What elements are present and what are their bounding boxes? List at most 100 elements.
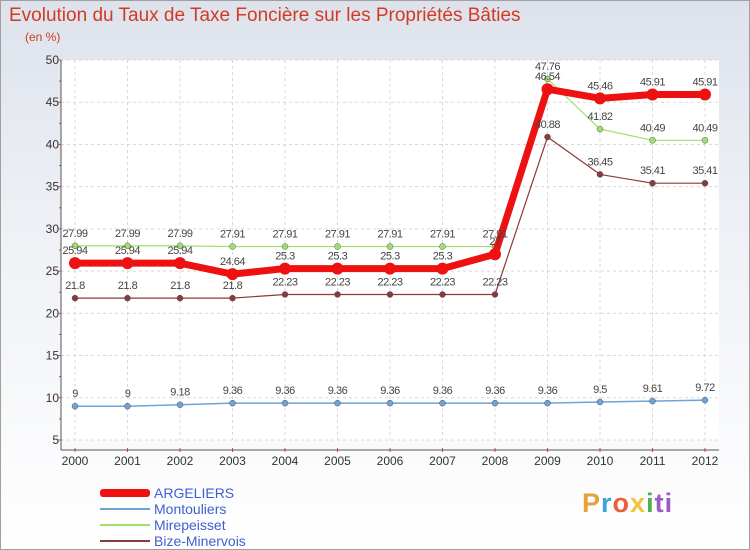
data-label-mirepeisset: 40.49 <box>692 122 717 134</box>
data-point-mirepeisset <box>649 137 656 144</box>
data-point-montouliers <box>229 399 236 407</box>
x-tick-label: 2003 <box>219 454 246 468</box>
legend-swatch-argeliers <box>100 489 150 497</box>
data-labels: 27.99 27.99 27.99 27.91 27.91 27.91 27.91 27.91… <box>62 61 718 400</box>
data-label-montouliers: 9 <box>72 388 78 400</box>
axes: 5 10 15 20 25 30 35 40 45 50 2000 2001 2002 2003 2004 2… <box>46 53 719 468</box>
data-point-bize-minervois <box>176 294 184 302</box>
y-tick-label: 45 <box>46 95 60 109</box>
legend-swatch-mirepeisset <box>100 524 150 526</box>
x-tick-label: 2002 <box>167 454 194 468</box>
data-label-montouliers: 9.72 <box>695 382 715 394</box>
logo-letter: x <box>630 488 647 518</box>
data-point-mirepeisset <box>124 242 131 250</box>
data-label-mirepeisset: 27.91 <box>220 229 245 241</box>
data-point-bize-minervois <box>596 171 604 178</box>
data-point-argeliers <box>489 248 501 261</box>
data-label-argeliers: 27 <box>489 236 501 248</box>
data-label-montouliers: 9.36 <box>433 385 453 397</box>
x-tick-label: 2005 <box>324 454 351 468</box>
data-point-bize-minervois <box>649 179 656 187</box>
y-tick-label: 50 <box>46 53 60 67</box>
data-point-mirepeisset <box>176 242 184 250</box>
x-tick-label: 2000 <box>62 454 89 468</box>
data-label-bize-minervois: 22.23 <box>482 277 507 289</box>
data-point-montouliers <box>176 401 184 408</box>
data-point-montouliers <box>439 399 446 407</box>
data-point-argeliers <box>174 257 186 270</box>
data-label-montouliers: 9.36 <box>485 385 505 397</box>
data-label-bize-minervois: 35.41 <box>692 165 717 177</box>
data-point-bize-minervois <box>544 133 551 141</box>
data-point-montouliers <box>334 399 341 407</box>
data-point-montouliers <box>281 399 289 407</box>
data-point-bize-minervois <box>386 291 394 298</box>
data-point-mirepeisset <box>334 243 341 250</box>
data-label-argeliers: 45.91 <box>640 77 665 89</box>
plot-area <box>61 60 719 440</box>
data-point-argeliers <box>436 262 449 275</box>
y-tick-label: 40 <box>46 137 60 151</box>
logo-letter: ti <box>654 488 674 518</box>
data-label-mirepeisset: 27.91 <box>325 229 350 241</box>
data-label-bize-minervois: 21.8 <box>170 280 190 292</box>
data-label-bize-minervois: 21.8 <box>223 280 243 292</box>
data-label-montouliers: 9.18 <box>170 387 190 399</box>
y-tick-label: 5 <box>52 433 59 447</box>
data-point-bize-minervois <box>229 294 236 302</box>
data-point-bize-minervois <box>124 294 131 302</box>
data-label-bize-minervois: 22.23 <box>272 277 297 289</box>
x-tick-label: 2008 <box>482 454 509 468</box>
y-tick-label: 35 <box>46 180 60 194</box>
data-point-montouliers <box>596 398 604 406</box>
x-tick-label: 2001 <box>114 454 141 468</box>
data-point-montouliers <box>71 402 79 410</box>
legend-swatch-bize-minervois <box>100 540 150 542</box>
x-tick-label: 2007 <box>429 454 456 468</box>
data-point-argeliers <box>69 257 81 270</box>
data-label-mirepeisset: 27.91 <box>482 229 507 241</box>
y-tick-label: 20 <box>46 306 60 320</box>
legend-label-mirepeisset: Mirepeisset <box>154 517 226 533</box>
data-label-argeliers: 25.3 <box>275 251 295 263</box>
legend-swatch-montouliers <box>100 508 150 510</box>
legend-label-bize-minervois: Bize-Minervois <box>154 533 246 549</box>
proxiti-logo: Proxiti <box>582 488 673 519</box>
data-point-argeliers <box>279 262 291 275</box>
series <box>69 75 711 410</box>
data-label-montouliers: 9 <box>125 388 131 400</box>
data-label-montouliers: 9.36 <box>380 385 400 397</box>
data-point-argeliers <box>384 262 396 275</box>
data-label-argeliers: 45.46 <box>587 80 612 92</box>
data-point-mirepeisset <box>701 137 709 144</box>
data-label-bize-minervois: 35.41 <box>640 165 665 177</box>
data-label-bize-minervois: 22.23 <box>377 277 402 289</box>
data-label-argeliers: 25.3 <box>433 251 453 263</box>
x-tick-label: 2009 <box>534 454 561 468</box>
data-label-bize-minervois: 21.8 <box>65 280 85 292</box>
data-point-argeliers <box>121 257 134 270</box>
data-point-montouliers <box>544 399 551 407</box>
data-label-montouliers: 9.36 <box>538 385 558 397</box>
data-label-montouliers: 9.5 <box>593 384 607 396</box>
data-label-mirepeisset: 27.91 <box>430 229 455 241</box>
data-point-mirepeisset <box>386 243 394 250</box>
data-point-mirepeisset <box>596 125 604 133</box>
data-label-mirepeisset: 27.91 <box>272 229 297 241</box>
logo-letter: r <box>601 488 613 518</box>
data-label-montouliers: 9.36 <box>328 385 348 397</box>
data-label-bize-minervois: 21.8 <box>118 280 138 292</box>
data-label-montouliers: 9.36 <box>223 385 243 397</box>
grid <box>61 59 719 441</box>
data-point-montouliers <box>491 399 499 407</box>
y-tick-label: 15 <box>46 349 60 363</box>
data-label-bize-minervois: 40.88 <box>535 119 560 131</box>
data-label-bize-minervois: 36.45 <box>587 156 612 168</box>
data-label-mirepeisset: 27.91 <box>377 229 402 241</box>
data-label-argeliers: 25.94 <box>167 245 192 257</box>
data-point-argeliers <box>226 268 239 281</box>
x-tick-label: 2004 <box>272 454 299 468</box>
legend-label-argeliers: ARGELIERS <box>154 485 235 501</box>
data-point-bize-minervois <box>701 179 709 187</box>
